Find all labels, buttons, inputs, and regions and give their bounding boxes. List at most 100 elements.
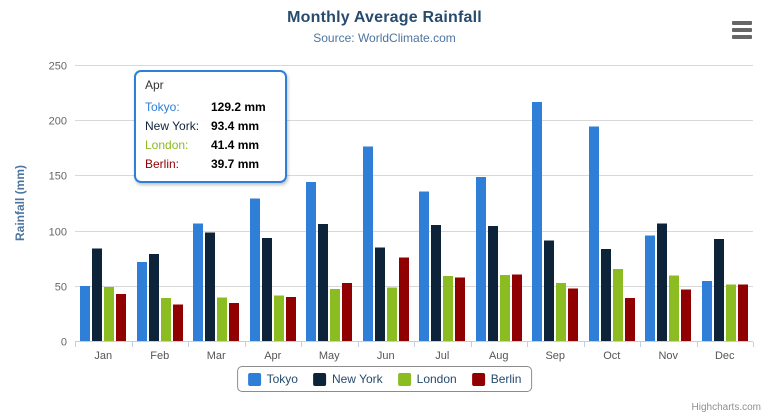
legend-swatch-icon: [247, 372, 261, 386]
legend-item-label: Berlin: [490, 372, 522, 386]
x-axis-tick-label: May: [319, 350, 340, 362]
x-axis-tick-label: Sep: [545, 350, 565, 362]
y-axis-tick-label: 100: [49, 227, 67, 239]
legend-swatch-icon: [397, 372, 411, 386]
credits-link[interactable]: Highcharts.com: [691, 402, 761, 413]
legend-item-london[interactable]: London: [397, 372, 457, 386]
bar-tokyo-mar[interactable]: [193, 223, 203, 341]
bar-london-nov[interactable]: [669, 275, 679, 341]
tooltip-series-name: London:: [145, 138, 189, 152]
bar-new-york-feb[interactable]: [149, 254, 159, 341]
y-axis-tick-label: 250: [49, 61, 67, 73]
bar-tokyo-jun[interactable]: [363, 146, 373, 341]
bar-new-york-jul[interactable]: [431, 225, 441, 341]
legend-swatch-icon: [312, 372, 326, 386]
x-axis-tick-label: Dec: [715, 350, 735, 362]
tooltip-header: Apr: [145, 78, 164, 92]
tooltip-series-value: 39.7 mm: [211, 157, 260, 171]
tooltip: Apr Tokyo: 129.2 mm New York: 93.4 mm London…: [134, 70, 287, 183]
bar-berlin-dec[interactable]: [738, 284, 748, 341]
x-axis-tick-label: Nov: [658, 350, 678, 362]
x-axis-tick-label: Aug: [489, 350, 509, 362]
bar-berlin-nov[interactable]: [681, 289, 691, 341]
bar-tokyo-oct[interactable]: [589, 126, 599, 342]
bar-london-apr[interactable]: [274, 295, 284, 341]
chart-title: Monthly Average Rainfall: [287, 9, 482, 26]
bar-london-oct[interactable]: [613, 269, 623, 341]
legend-swatch-icon: [471, 372, 485, 386]
bar-berlin-may[interactable]: [342, 282, 352, 341]
bar-london-dec[interactable]: [726, 284, 736, 341]
tooltip-series-name: Tokyo:: [145, 100, 180, 114]
hamburger-icon: [732, 21, 752, 25]
bar-berlin-jan[interactable]: [116, 294, 126, 341]
bar-new-york-dec[interactable]: [714, 239, 724, 341]
bar-tokyo-nov[interactable]: [645, 235, 655, 341]
bar-tokyo-sep[interactable]: [532, 102, 542, 342]
bar-new-york-apr[interactable]: [262, 237, 272, 341]
bar-tokyo-jul[interactable]: [419, 191, 429, 341]
tooltip-row: London: 41.4 mm: [145, 136, 275, 155]
y-axis-tick-label: 50: [55, 282, 67, 294]
bar-new-york-jun[interactable]: [375, 247, 385, 341]
bar-berlin-mar[interactable]: [229, 302, 239, 341]
legend-item-label: New York: [331, 372, 383, 386]
bar-berlin-apr[interactable]: [286, 297, 296, 341]
bar-new-york-oct[interactable]: [601, 248, 611, 341]
bar-london-jan[interactable]: [104, 287, 114, 341]
bar-berlin-aug[interactable]: [512, 274, 522, 341]
bar-london-aug[interactable]: [500, 275, 510, 341]
chart-subtitle: Source: WorldClimate.com: [313, 31, 456, 45]
tooltip-series-name: Berlin:: [145, 157, 180, 171]
x-axis-tick-label: Jan: [94, 350, 112, 362]
bar-new-york-mar[interactable]: [205, 232, 215, 341]
bar-tokyo-aug[interactable]: [476, 177, 486, 341]
x-axis-tick-label: Apr: [264, 350, 281, 362]
bar-berlin-feb[interactable]: [173, 304, 183, 341]
bar-tokyo-may[interactable]: [306, 182, 316, 341]
y-axis-title: Rainfall (mm): [13, 165, 27, 241]
legend-item-label: Tokyo: [266, 372, 298, 386]
legend-item-tokyo[interactable]: Tokyo: [247, 372, 298, 386]
x-axis-tick-label: Oct: [603, 350, 620, 362]
bar-london-jul[interactable]: [443, 275, 453, 341]
bar-tokyo-feb[interactable]: [137, 262, 147, 341]
y-axis-tick-label: 200: [49, 116, 67, 128]
bar-berlin-jun[interactable]: [399, 257, 409, 341]
tooltip-row: Berlin: 39.7 mm: [145, 155, 275, 174]
bar-london-feb[interactable]: [161, 298, 171, 341]
x-axis-tick-label: Mar: [207, 350, 226, 362]
bar-london-jun[interactable]: [387, 287, 397, 341]
bar-berlin-jul[interactable]: [455, 277, 465, 341]
bar-new-york-jan[interactable]: [92, 248, 102, 341]
bar-new-york-sep[interactable]: [544, 240, 554, 341]
bar-tokyo-dec[interactable]: [702, 280, 712, 341]
legend-item-new-york[interactable]: New York: [312, 372, 383, 386]
tooltip-row: New York: 93.4 mm: [145, 117, 275, 136]
x-axis-tick-label: Feb: [150, 350, 169, 362]
legend: Tokyo New York London Berlin: [236, 366, 533, 392]
y-axis-tick-label: 150: [49, 171, 67, 183]
hamburger-icon: [732, 28, 752, 32]
bar-new-york-aug[interactable]: [488, 225, 498, 341]
tooltip-row: Tokyo: 129.2 mm: [145, 98, 275, 117]
legend-item-berlin[interactable]: Berlin: [471, 372, 522, 386]
bar-london-sep[interactable]: [556, 283, 566, 341]
y-axis-tick-label: 0: [61, 337, 67, 349]
bar-london-may[interactable]: [330, 289, 340, 341]
bar-tokyo-jan[interactable]: [80, 285, 90, 341]
x-axis-tick-label: Jun: [377, 350, 395, 362]
bar-berlin-sep[interactable]: [568, 288, 578, 341]
export-menu-button[interactable]: [732, 21, 752, 39]
bar-london-mar[interactable]: [217, 297, 227, 341]
bar-tokyo-apr[interactable]: [250, 198, 260, 341]
tooltip-series-value: 129.2 mm: [211, 100, 266, 114]
bar-new-york-nov[interactable]: [657, 223, 667, 341]
tooltip-rows: Tokyo: 129.2 mm New York: 93.4 mm London: 41.…: [145, 98, 275, 174]
bar-berlin-oct[interactable]: [625, 297, 635, 341]
hamburger-icon: [732, 35, 752, 39]
tooltip-series-name: New York:: [145, 119, 200, 133]
legend-item-label: London: [416, 372, 457, 386]
bar-new-york-may[interactable]: [318, 223, 328, 341]
